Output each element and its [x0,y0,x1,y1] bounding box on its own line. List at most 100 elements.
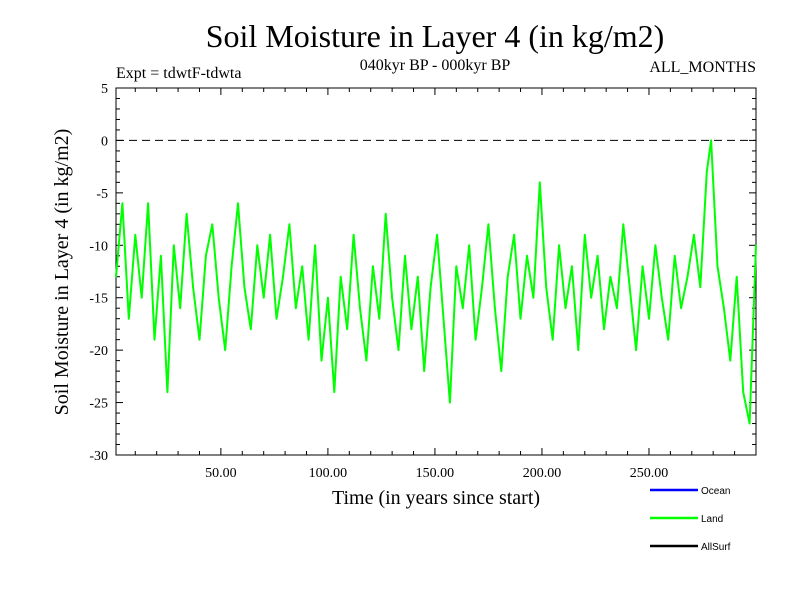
experiment-label: Expt = tdwtF-tdwta [116,65,241,82]
data-point [596,255,599,257]
data-point [397,349,400,351]
data-point [185,213,188,215]
data-point [748,422,751,425]
chart-title: Soil Moisture in Layer 4 (in kg/m2) [206,18,665,54]
data-point [494,307,496,310]
data-point [134,234,137,236]
data-point [205,255,207,257]
data-point [603,328,605,331]
data-point [755,244,757,247]
y-tick-label: -10 [89,239,108,254]
data-point [282,275,284,278]
data-point [179,307,181,310]
data-point [404,255,406,257]
y-tick-label: -15 [89,292,108,307]
data-point [417,275,419,278]
y-tick-label: -25 [89,397,108,412]
period-label: 040kyr BP - 000kyr BP [360,57,511,74]
data-point [327,296,329,299]
data-point [551,338,554,341]
data-point [269,234,271,236]
data-point [723,307,725,310]
legend-label-land: Land [701,514,723,525]
data-point [140,296,143,299]
data-point [532,296,535,299]
data-point [237,202,239,205]
data-point [500,370,503,372]
data-point [481,286,483,289]
data-point [577,349,580,351]
data-point [339,275,342,278]
data-point [571,265,573,268]
data-point [436,234,438,236]
data-point [455,265,458,268]
data-point [391,296,393,299]
data-point [378,317,381,320]
data-point [262,296,265,299]
data-point [584,234,586,236]
data-point [590,296,592,299]
data-point [153,338,156,341]
data-point [295,307,297,310]
x-tick-label: 100.00 [309,466,348,481]
data-point [729,359,732,362]
data-point [372,265,374,268]
data-point [526,255,528,257]
data-point [115,275,117,278]
data-point [147,202,149,205]
data-point [384,213,387,215]
data-point [288,223,291,226]
data-point [680,307,682,310]
data-point [635,349,637,351]
data-point [166,391,169,393]
data-point [545,286,547,289]
legend-label-allsurf: AllSurf [701,542,731,553]
legend: Ocean Land AllSurf [650,486,731,553]
data-point [250,328,252,331]
data-point [224,349,226,351]
data-point [616,307,618,310]
data-point [519,317,522,320]
y-tick-label: -5 [96,187,108,202]
data-point [198,338,201,341]
data-point [661,296,663,299]
data-point [442,317,445,320]
x-tick-label: 250.00 [630,466,669,481]
data-point [716,265,719,268]
y-tick-label: -30 [89,449,108,464]
y-tick-label: 5 [101,82,108,97]
series-line-land [115,139,757,425]
data-point [622,223,625,226]
data-point [539,181,541,184]
data-point [641,265,644,268]
data-point [686,275,689,278]
y-tick-label: -20 [89,344,108,359]
data-point [628,286,631,289]
data-point [314,244,316,247]
x-tick-label: 150.00 [416,466,455,481]
data-point [275,317,278,320]
data-point [673,255,676,257]
data-point [654,244,657,247]
data-point [423,370,426,372]
data-point [449,401,451,404]
y-tick-label: 0 [101,134,108,149]
y-axis: 5 0 -5 -10 -15 -20 -25 -30 [89,82,756,464]
data-point [667,338,669,341]
data-point [564,307,567,310]
data-point [160,255,162,257]
data-point [513,234,515,236]
data-point [558,244,560,247]
data-point [243,286,246,289]
data-point [192,286,194,289]
data-point [462,307,464,310]
data-point [359,307,361,310]
data-point [410,328,413,331]
data-point [211,223,214,226]
data-point [121,202,124,205]
months-label: ALL_MONTHS [649,59,756,76]
data-point [506,275,509,278]
data-point [487,223,490,226]
data-point [365,359,368,362]
